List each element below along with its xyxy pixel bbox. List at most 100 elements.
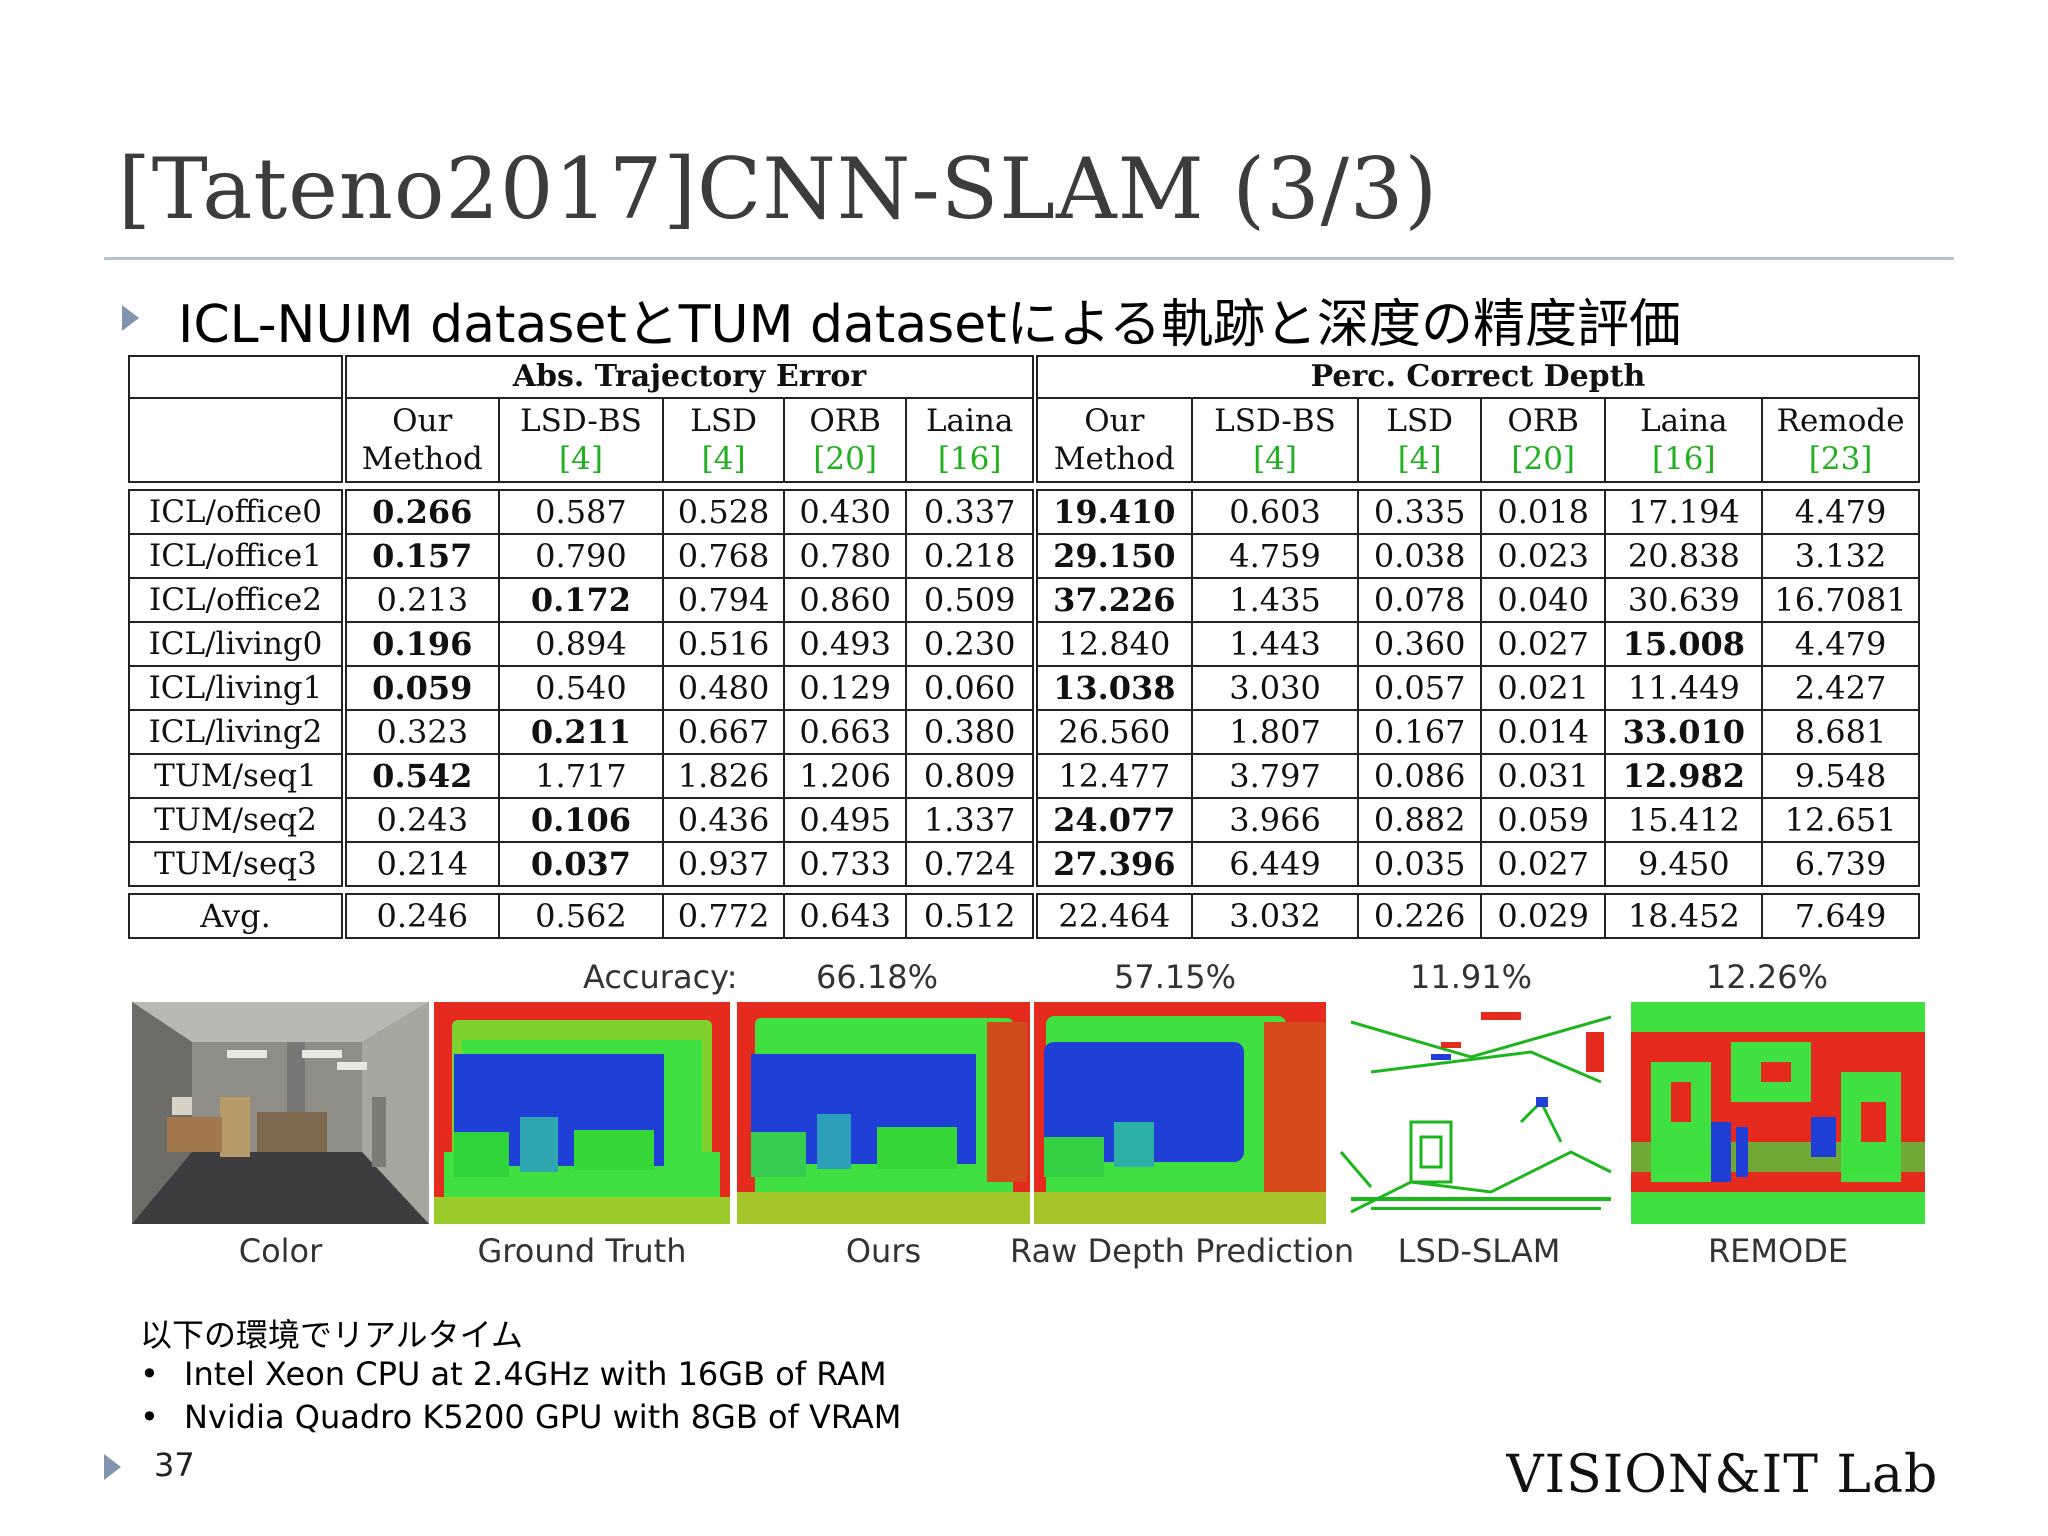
row-label: TUM/seq2: [128, 797, 347, 843]
caption-raw-depth: Raw Depth Prediction: [1010, 1232, 1355, 1270]
pcd-value: 4.759: [1190, 533, 1360, 579]
ate-value: 0.436: [662, 797, 785, 843]
table-corner-cell: [128, 355, 347, 399]
environment-heading: 以下の環境でリアルタイム: [140, 1316, 524, 1354]
pcd-value: 0.035: [1357, 841, 1482, 887]
accuracy-ours: 66.18%: [816, 958, 939, 996]
ate-average: 0.772: [662, 893, 785, 939]
row-label: ICL/office1: [128, 533, 347, 579]
column-reference: [16]: [1651, 441, 1716, 477]
caption-remode: REMODE: [1707, 1232, 1849, 1270]
pcd-value: 3.132: [1761, 533, 1920, 579]
pcd-average: 22.464: [1033, 893, 1193, 939]
ate-value: 0.794: [662, 577, 785, 623]
column-reference: [16]: [937, 441, 1002, 477]
pcd-value: 0.603: [1190, 489, 1360, 535]
pcd-value: 12.840: [1033, 621, 1193, 667]
pcd-value: 16.7081: [1761, 577, 1920, 623]
environment-item-cpu: • Intel Xeon CPU at 2.4GHz with 16GB of R…: [140, 1355, 887, 1393]
pcd-value: 2.427: [1761, 665, 1920, 711]
pcd-value: 19.410: [1033, 489, 1193, 535]
ate-value: 0.480: [662, 665, 785, 711]
ate-value: 0.667: [662, 709, 785, 755]
caption-lsd-slam: LSD-SLAM: [1397, 1232, 1561, 1270]
pcd-value: 1.435: [1190, 577, 1360, 623]
caption-ours: Ours: [845, 1232, 922, 1270]
ate-value: 0.937: [662, 841, 785, 887]
ate-average: 0.643: [782, 893, 908, 939]
pcd-average: 7.649: [1761, 893, 1920, 939]
ate-value: 0.266: [342, 489, 500, 535]
ate-value: 0.894: [497, 621, 665, 667]
ate-value: 0.243: [342, 797, 500, 843]
pcd-value: 6.739: [1761, 841, 1920, 887]
pcd-value: 0.027: [1479, 621, 1607, 667]
pcd-value: 26.560: [1033, 709, 1193, 755]
caption-ground-truth: Ground Truth: [477, 1232, 687, 1270]
table-row: ICL/office2 0.213 0.172 0.794 0.860 0.509 37.2…: [128, 577, 1920, 623]
column-header-ate-1: LSD-BS [4]: [497, 397, 665, 483]
pcd-value: 0.059: [1479, 797, 1607, 843]
pcd-value: 9.450: [1604, 841, 1764, 887]
ate-value: 0.542: [342, 753, 500, 799]
results-table: Abs. Trajectory Error Perc. Correct Dept…: [128, 355, 1921, 939]
ate-value: 0.157: [342, 533, 500, 579]
pcd-value: 0.167: [1357, 709, 1482, 755]
ate-value: 0.129: [782, 665, 908, 711]
ate-value: 0.733: [782, 841, 908, 887]
page-number: 37: [154, 1446, 195, 1484]
column-subname: Method: [1053, 441, 1175, 477]
pcd-value: 0.014: [1479, 709, 1607, 755]
pcd-value: 3.966: [1190, 797, 1360, 843]
pcd-value: 4.479: [1761, 621, 1920, 667]
pcd-value: 11.449: [1604, 665, 1764, 711]
column-name: LSD: [1386, 403, 1453, 439]
ate-value: 0.587: [497, 489, 665, 535]
column-reference: [23]: [1808, 441, 1873, 477]
column-name: ORB: [809, 403, 881, 439]
column-reference: [4]: [1253, 441, 1297, 477]
column-name: ORB: [1507, 403, 1579, 439]
row-label: TUM/seq3: [128, 841, 347, 887]
column-header-ate-2: LSD [4]: [662, 397, 785, 483]
ate-value: 0.790: [497, 533, 665, 579]
bullet-triangle-icon: [122, 305, 139, 331]
column-reference: [4]: [559, 441, 603, 477]
table-row: ICL/office0 0.266 0.587 0.528 0.430 0.337 19.4…: [128, 489, 1920, 535]
slide-subtitle: ICL-NUIM datasetとTUM datasetによる軌跡と深度の精度評…: [178, 295, 1682, 355]
ate-value: 1.717: [497, 753, 665, 799]
ate-value: 0.211: [497, 709, 665, 755]
pcd-value: 6.449: [1190, 841, 1360, 887]
ate-value: 0.780: [782, 533, 908, 579]
column-name: Our: [1084, 403, 1145, 439]
ground-truth-depth-image: [434, 1002, 730, 1224]
ate-value: 0.430: [782, 489, 908, 535]
pcd-value: 0.038: [1357, 533, 1482, 579]
color-image: [132, 1002, 429, 1224]
column-reference: [20]: [1511, 441, 1576, 477]
pcd-value: 15.412: [1604, 797, 1764, 843]
column-name: LSD-BS: [1214, 403, 1336, 439]
ate-value: 0.493: [782, 621, 908, 667]
row-label: TUM/seq1: [128, 753, 347, 799]
table-row: ICL/living1 0.059 0.540 0.480 0.129 0.060 13.0…: [128, 665, 1920, 711]
column-name: LSD-BS: [520, 403, 642, 439]
column-reference: [20]: [813, 441, 877, 477]
accuracy-label: Accuracy:: [583, 958, 738, 996]
ate-value: 0.059: [342, 665, 500, 711]
bullet: •: [140, 1398, 159, 1436]
ours-depth-image: [737, 1002, 1030, 1224]
logo-text: VISION&IT Lab: [1506, 1445, 1938, 1502]
pcd-value: 12.982: [1604, 753, 1764, 799]
pcd-value: 0.335: [1357, 489, 1482, 535]
pcd-value: 1.807: [1190, 709, 1360, 755]
column-header-pcd-2: LSD [4]: [1357, 397, 1482, 483]
pcd-value: 0.023: [1479, 533, 1607, 579]
ate-value: 1.826: [662, 753, 785, 799]
pcd-value: 0.031: [1479, 753, 1607, 799]
ate-average: 0.512: [905, 893, 1038, 939]
pcd-value: 4.479: [1761, 489, 1920, 535]
ate-value: 0.768: [662, 533, 785, 579]
remode-depth-image: [1631, 1002, 1925, 1224]
slide-title: [Tateno2017]CNN-SLAM (3/3): [118, 140, 1439, 238]
